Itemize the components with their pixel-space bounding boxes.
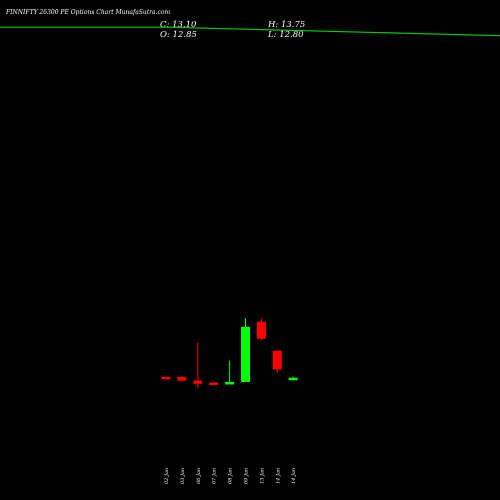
candle-body-down — [209, 382, 219, 385]
x-tick-label: 14 Jan — [291, 468, 297, 484]
x-tick-layer: 02 Jan 03 Jan 06 Jan 07 Jan 08 Jan 09 Jan 13 J… — [164, 468, 297, 484]
close-readout: C: 13.10 — [160, 20, 196, 30]
trend-line-layer — [0, 26, 500, 37]
x-tick-label: 08 Jan — [228, 468, 234, 484]
x-tick-label: 09 Jan — [244, 468, 250, 484]
close-label: C: — [160, 20, 170, 30]
candle — [272, 350, 282, 373]
candle-body-down — [161, 376, 171, 380]
candle-body-up — [225, 381, 235, 385]
x-tick-label: 07 Jan — [212, 468, 218, 484]
candle — [241, 318, 250, 382]
x-tick-label: 14 Jan — [275, 468, 281, 484]
x-tick-label: 06 Jan — [196, 468, 202, 484]
candle-layer — [161, 318, 298, 389]
candle-body-down — [256, 321, 266, 339]
low-readout: L: 12.80 — [268, 30, 304, 40]
candle-body-down — [193, 380, 203, 384]
high-value: 13.75 — [280, 20, 306, 30]
candle — [161, 376, 171, 380]
low-value: 12.80 — [279, 30, 304, 40]
x-tick-label: 02 Jan — [164, 468, 170, 484]
open-value: 12.85 — [172, 30, 197, 40]
candle-body-up — [241, 326, 250, 382]
candle-body-down — [177, 376, 187, 381]
chart-title: FINNIFTY 26300 PE Options Chart MunafaSu… — [6, 9, 171, 16]
candle — [288, 376, 298, 381]
candle-body-up — [288, 377, 298, 381]
candle — [225, 360, 235, 385]
open-label: O: — [160, 30, 170, 40]
open-readout: O: 12.85 — [160, 30, 197, 40]
candle — [177, 376, 187, 382]
x-tick-label: 03 Jan — [180, 468, 186, 484]
candle — [209, 382, 219, 385]
high-readout: H: 13.75 — [268, 20, 305, 30]
candle — [193, 342, 203, 389]
high-label: H: — [268, 20, 279, 30]
candle-body-down — [272, 350, 282, 370]
candle — [256, 318, 266, 341]
low-label: L: — [268, 30, 277, 40]
x-tick-label: 13 Jan — [259, 468, 265, 484]
close-value: 13.10 — [172, 20, 197, 30]
trend-line — [0, 26, 500, 37]
